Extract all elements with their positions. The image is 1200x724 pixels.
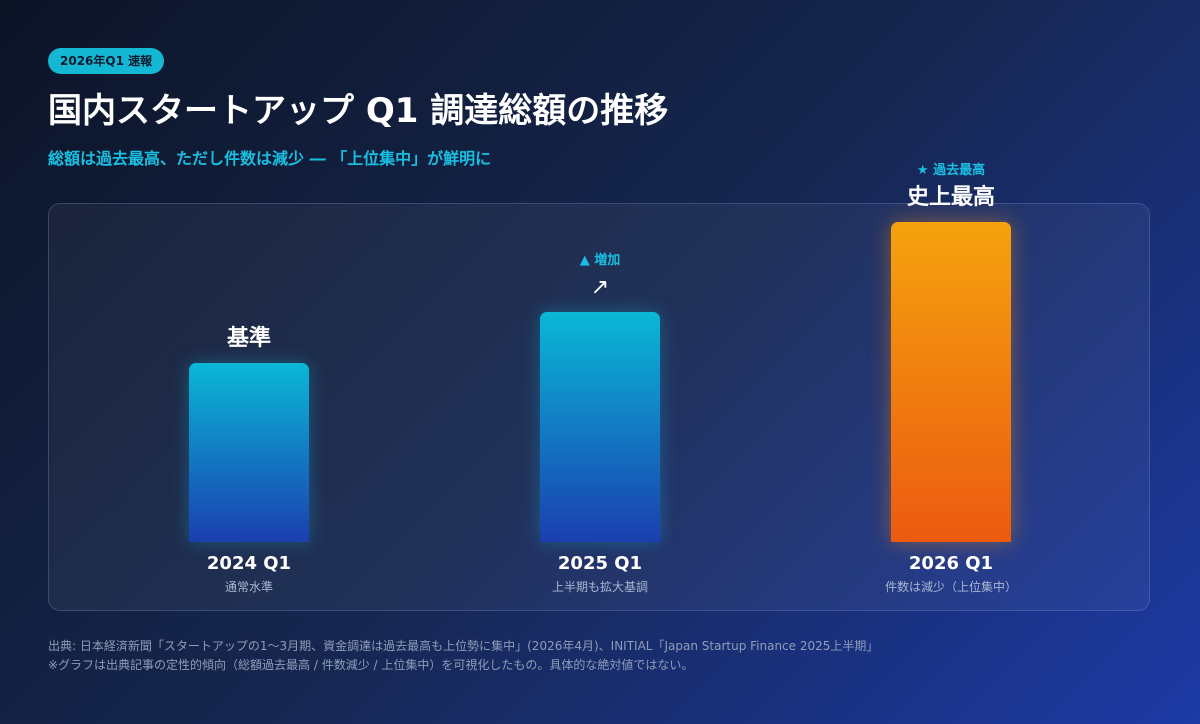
- source-note: 出典: 日本経済新聞「スタートアップの1〜3月期、資金調達は過去最高も上位勢に集…: [48, 639, 879, 653]
- page-title: 国内スタートアップ Q1 調達総額の推移: [48, 91, 669, 131]
- period-badge: 2026年Q1 速報: [48, 48, 165, 74]
- footer: 出典: 日本経済新聞「スタートアップの1〜3月期、資金調達は過去最高も上位勢に集…: [48, 637, 1148, 675]
- bar-annotation: ★ 過去最高: [916, 163, 986, 178]
- page-subtitle: 総額は過去最高、ただし件数は減少 ― 「上位集中」が鮮明に: [48, 149, 492, 168]
- chart-panel: [48, 203, 1150, 611]
- disclaimer-note: ※グラフは出典記事の定性的傾向（総額過去最高 / 件数減少 / 上位集中）を可視…: [48, 658, 694, 672]
